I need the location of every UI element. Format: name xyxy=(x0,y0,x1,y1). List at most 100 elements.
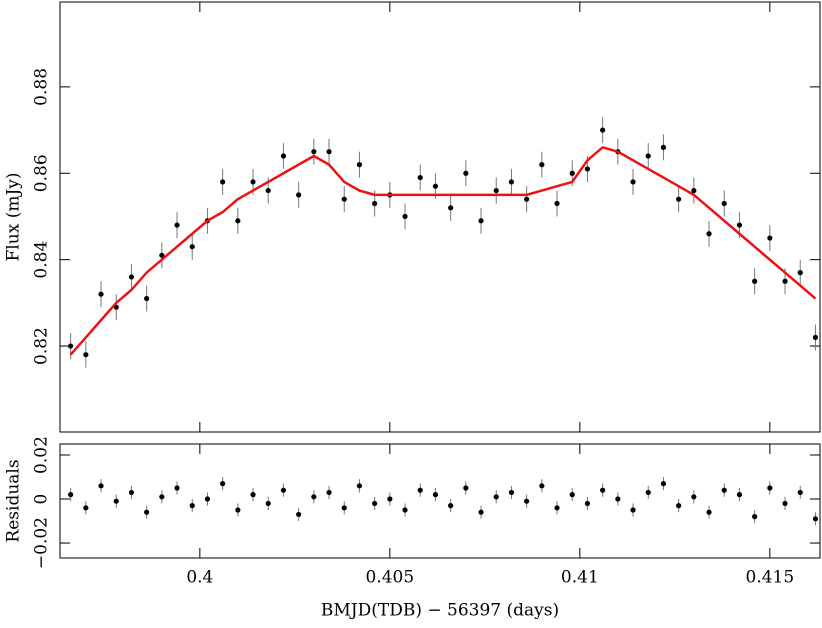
data-point xyxy=(584,166,591,172)
data-point xyxy=(113,498,119,504)
data-point xyxy=(341,505,347,511)
data-point xyxy=(296,192,302,198)
data-point xyxy=(478,218,484,224)
data-point xyxy=(782,500,788,507)
data-point xyxy=(752,514,758,520)
data-point xyxy=(159,252,165,258)
residual-frame xyxy=(59,443,821,559)
data-point xyxy=(372,200,378,207)
data-point xyxy=(508,489,515,496)
data-point xyxy=(660,481,667,487)
data-point xyxy=(539,483,545,489)
data-point xyxy=(615,496,621,502)
data-point xyxy=(280,487,287,493)
data-point xyxy=(128,274,135,280)
data-point xyxy=(296,511,302,518)
data-point xyxy=(402,213,408,220)
data-point xyxy=(524,196,530,202)
data-point xyxy=(493,494,499,500)
data-point xyxy=(676,196,682,202)
data-point xyxy=(220,481,226,487)
data-point xyxy=(326,489,332,496)
data-point xyxy=(98,291,104,297)
y-tick-label: 0.86 xyxy=(32,154,52,192)
data-point xyxy=(782,278,788,284)
y-tick-label: −0.02 xyxy=(32,517,52,569)
data-point xyxy=(280,153,287,159)
data-point xyxy=(250,492,256,498)
x-tick-label: 0.4 xyxy=(186,568,213,588)
data-point xyxy=(524,498,530,504)
model-line xyxy=(69,145,817,356)
data-point xyxy=(432,183,439,189)
data-point xyxy=(250,179,256,185)
data-point xyxy=(189,503,195,509)
data-point xyxy=(463,485,469,491)
data-point xyxy=(128,489,135,496)
data-point xyxy=(417,174,423,181)
y-tick-label: 0.88 xyxy=(32,68,52,106)
data-point xyxy=(600,487,606,493)
data-point xyxy=(463,170,469,176)
x-tick-label: 0.415 xyxy=(746,568,795,588)
data-point xyxy=(584,500,591,507)
data-point xyxy=(159,494,165,500)
data-point xyxy=(493,187,499,194)
data-point xyxy=(797,270,803,276)
data-point xyxy=(372,500,378,507)
x-tick-label: 0.405 xyxy=(366,568,415,588)
data-point xyxy=(83,352,89,358)
data-point xyxy=(265,187,271,194)
data-point xyxy=(68,492,74,498)
data-point xyxy=(539,162,545,168)
data-point xyxy=(645,153,651,159)
x-tick-label: 0.41 xyxy=(561,568,599,588)
data-point xyxy=(569,170,575,176)
data-point xyxy=(721,487,727,493)
data-point xyxy=(600,127,606,133)
data-point xyxy=(736,492,743,498)
data-point xyxy=(235,507,241,513)
data-point xyxy=(721,200,727,207)
data-point xyxy=(432,492,439,498)
data-point xyxy=(174,485,180,491)
data-point xyxy=(356,483,363,489)
data-point xyxy=(144,509,150,515)
data-point xyxy=(812,334,819,341)
data-point xyxy=(311,149,317,155)
data-point xyxy=(691,494,697,500)
data-point xyxy=(144,295,150,302)
data-point xyxy=(630,507,636,513)
data-point xyxy=(204,496,211,502)
data-point xyxy=(569,492,575,498)
data-point xyxy=(83,505,89,511)
data-point xyxy=(676,503,682,509)
y-tick-label: 0.02 xyxy=(32,436,52,474)
data-point xyxy=(174,222,180,228)
plot-frame xyxy=(59,1,821,433)
y-axis-title: Flux (mJy) xyxy=(4,173,24,262)
data-point xyxy=(341,196,347,202)
y-tick-label: 0 xyxy=(32,494,52,505)
y-tick-label: 0.82 xyxy=(32,327,52,365)
data-point xyxy=(554,200,560,207)
data-point xyxy=(645,489,651,496)
data-point xyxy=(402,507,408,513)
data-point xyxy=(767,485,773,491)
data-point xyxy=(448,503,454,509)
data-point xyxy=(98,483,104,489)
data-point xyxy=(767,235,773,241)
data-point xyxy=(265,500,271,507)
data-point xyxy=(311,494,317,500)
data-point xyxy=(220,179,226,185)
data-point xyxy=(68,343,74,349)
data-point xyxy=(417,487,423,493)
data-point xyxy=(356,162,363,168)
data-point xyxy=(189,244,195,250)
data-point xyxy=(508,179,515,185)
data-point xyxy=(706,231,712,237)
data-point xyxy=(812,516,819,522)
y-tick-label: 0.84 xyxy=(32,241,52,279)
data-point xyxy=(660,144,667,150)
